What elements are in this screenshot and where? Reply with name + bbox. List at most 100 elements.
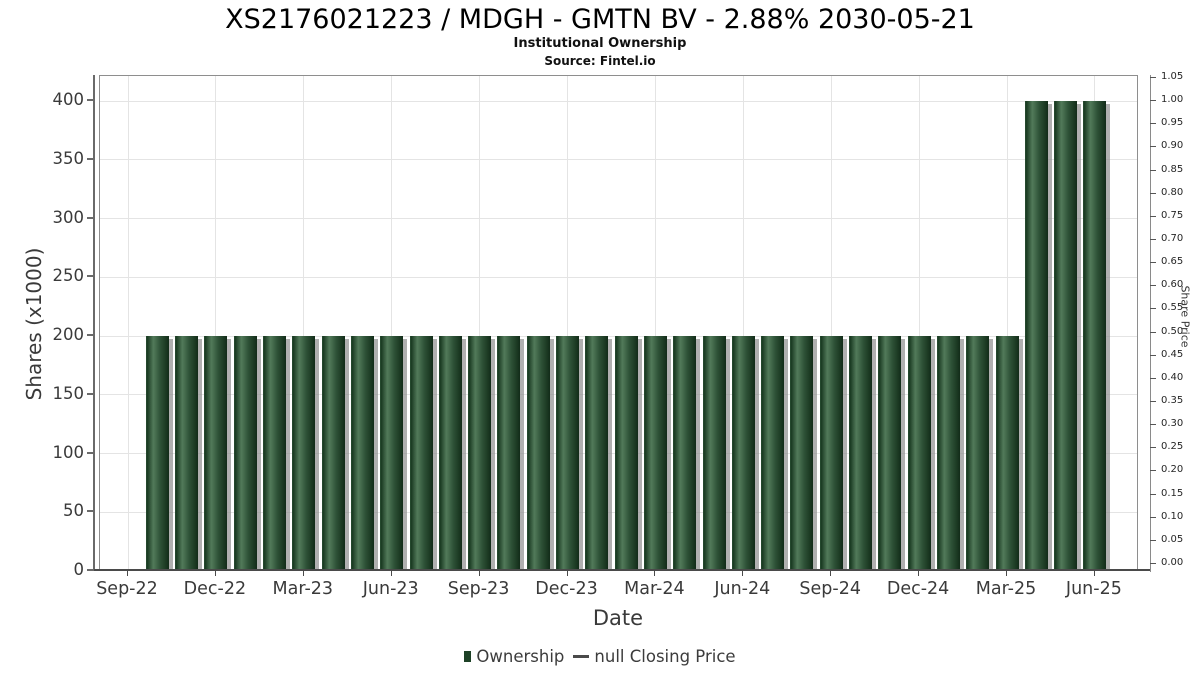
x-tick-label: Jun-23 [362, 579, 419, 599]
v-gridline [215, 76, 217, 569]
right-tick-label: 0.55 [1161, 302, 1184, 314]
bar-Jun-23 [380, 336, 404, 569]
ownership-square-marker-icon [464, 651, 472, 662]
right-tick-label: 0.80 [1161, 186, 1184, 198]
x-tick-label: Jun-25 [1065, 579, 1122, 599]
bar-Oct-23 [497, 336, 521, 569]
bar-May-23 [350, 336, 374, 569]
h-gridline [100, 218, 1137, 219]
left-tick-label: 150 [52, 383, 85, 403]
x-tick-label: Dec-22 [183, 579, 247, 599]
right-tick-label: 0.20 [1161, 464, 1184, 476]
x-tick-label: Dec-24 [886, 579, 950, 599]
left-tick [87, 99, 94, 101]
x-axis-title: Date [592, 606, 644, 630]
left-axis-spine [93, 75, 95, 570]
bar-Jan-23 [233, 336, 257, 569]
bar-Nov-22 [175, 336, 199, 569]
bar-Dec-22 [204, 336, 228, 569]
plot-area [99, 75, 1138, 570]
bar-Apr-24 [673, 336, 697, 569]
right-tick [1150, 308, 1156, 310]
right-tick [1150, 354, 1156, 356]
right-tick [1150, 123, 1156, 125]
bar-Mar-23 [292, 336, 316, 569]
left-tick-label: 250 [52, 266, 85, 286]
right-tick-label: 0.90 [1161, 140, 1184, 152]
left-tick-label: 50 [63, 501, 84, 521]
right-tick-label: 0.30 [1161, 418, 1184, 430]
v-gridline [830, 76, 832, 569]
right-tick [1150, 100, 1156, 102]
x-tick [918, 571, 920, 576]
bar-Dec-23 [556, 336, 579, 569]
bar-Aug-24 [790, 336, 814, 569]
bar-May-25 [1054, 101, 1078, 569]
legend-item-ownership: Ownership [464, 647, 564, 666]
legend: Ownership null Closing Price [0, 647, 1200, 666]
legend-item-closing-price: null Closing Price [573, 647, 736, 666]
x-tick [127, 571, 128, 576]
right-tick [1150, 447, 1156, 449]
right-tick [1150, 77, 1156, 78]
right-tick [1150, 516, 1156, 518]
left-tick-label: 100 [52, 442, 85, 462]
left-tick [87, 510, 94, 513]
right-tick [1150, 377, 1156, 379]
right-tick [1150, 262, 1156, 264]
right-tick [1150, 169, 1156, 171]
left-tick [87, 157, 94, 160]
right-tick [1150, 470, 1156, 472]
bar-Dec-24 [907, 336, 931, 569]
legend-label-ownership: Ownership [476, 647, 565, 666]
right-tick-label: 0.45 [1161, 348, 1184, 360]
x-tick-label: Mar-24 [624, 579, 685, 599]
right-tick-label: 1.00 [1161, 94, 1184, 106]
left-tick-label: 200 [52, 325, 85, 344]
x-tick-label: Sep-22 [96, 579, 158, 599]
x-tick [478, 571, 480, 576]
h-gridline [100, 159, 1137, 161]
left-tick [87, 216, 94, 219]
right-tick-label: 1.05 [1161, 71, 1184, 82]
left-tick-label: 400 [52, 90, 85, 109]
bar-May-24 [702, 336, 726, 569]
closing-price-line-marker-icon [573, 655, 590, 658]
right-tick [1150, 493, 1156, 495]
bar-Nov-23 [526, 336, 550, 569]
v-gridline [479, 76, 481, 569]
chart-subtitle: Institutional Ownership [513, 36, 687, 51]
right-axis-title: Share Price [1178, 285, 1192, 348]
x-axis-line [94, 569, 1150, 571]
left-tick [87, 334, 94, 336]
left-tick-label: 0 [73, 560, 85, 579]
v-gridline [567, 76, 568, 569]
bar-Sep-24 [819, 336, 843, 569]
right-tick-label: 0.40 [1161, 371, 1184, 383]
v-gridline [654, 76, 656, 569]
legend-label-closing-price: null Closing Price [594, 647, 736, 666]
left-tick [87, 392, 94, 395]
right-tick-label: 0.05 [1161, 533, 1184, 545]
right-tick-label: 0.50 [1161, 325, 1184, 337]
v-gridline [742, 76, 744, 569]
x-tick [742, 571, 744, 576]
x-tick-label: Jun-24 [714, 579, 771, 599]
bar-Oct-22 [145, 336, 169, 569]
right-tick [1150, 331, 1156, 333]
x-tick [214, 571, 216, 576]
left-tick [87, 569, 94, 571]
chart-source: Source: Fintel.io [544, 54, 656, 68]
right-tick [1150, 146, 1156, 148]
x-tick [390, 571, 392, 576]
bar-Apr-25 [1024, 101, 1048, 569]
x-tick-label: Mar-23 [272, 579, 334, 599]
bar-Feb-23 [263, 336, 286, 569]
v-gridline [918, 76, 920, 569]
right-tick-label: 0.70 [1161, 233, 1184, 244]
bar-Jun-24 [731, 336, 755, 569]
right-tick-label: 0.60 [1161, 279, 1184, 291]
bar-Feb-24 [614, 336, 638, 569]
bar-Feb-25 [966, 336, 990, 569]
